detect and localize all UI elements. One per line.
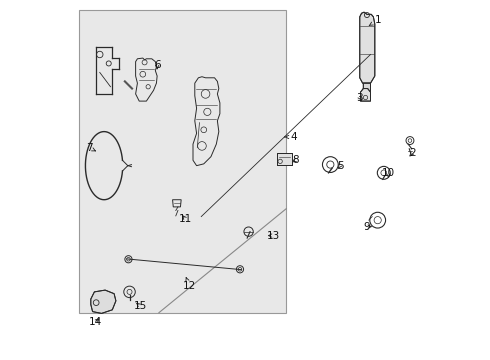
Bar (79, 10, 286, 313)
Text: 4: 4 (285, 132, 297, 142)
Polygon shape (277, 153, 292, 165)
Text: 7: 7 (86, 143, 96, 153)
Text: 2: 2 (409, 148, 416, 158)
Text: 12: 12 (183, 278, 196, 291)
Text: 6: 6 (154, 60, 160, 70)
Text: 8: 8 (292, 155, 298, 165)
Text: 1: 1 (369, 15, 381, 26)
Text: 5: 5 (337, 161, 343, 171)
Text: 10: 10 (382, 168, 395, 178)
Polygon shape (91, 290, 116, 314)
Polygon shape (364, 83, 370, 96)
Text: 11: 11 (179, 215, 193, 224)
Polygon shape (361, 89, 370, 101)
Text: 15: 15 (134, 301, 147, 311)
Text: 14: 14 (89, 318, 102, 327)
Polygon shape (360, 12, 375, 83)
Text: 13: 13 (267, 231, 280, 240)
Text: 3: 3 (356, 93, 363, 103)
Text: 9: 9 (364, 222, 371, 231)
